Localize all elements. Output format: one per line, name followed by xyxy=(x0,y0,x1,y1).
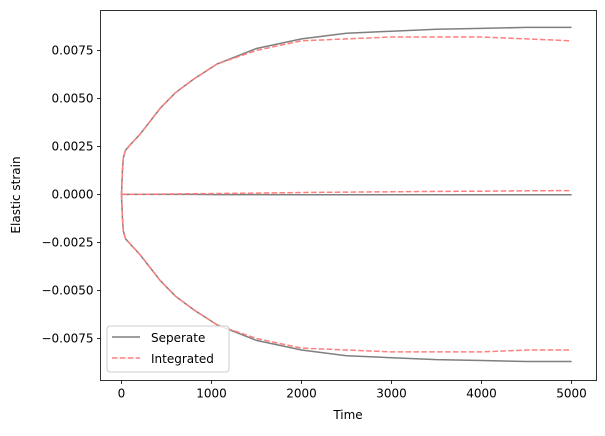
x-tick-label: 0 xyxy=(118,387,126,401)
x-tick-label: 3000 xyxy=(376,387,407,401)
legend: Seperate Integrated xyxy=(107,326,229,372)
y-tick-label: 0.0025 xyxy=(52,139,94,153)
y-tick-label: 0.0075 xyxy=(52,43,94,57)
x-axis-label: Time xyxy=(332,408,362,422)
y-tick-label: 0.0000 xyxy=(52,187,94,201)
x-tick-label: 5000 xyxy=(556,387,587,401)
y-axis-label: Elastic strain xyxy=(9,156,23,233)
x-tick-label: 1000 xyxy=(196,387,227,401)
legend-label-integrated: Integrated xyxy=(151,352,214,366)
legend-label-seperate: Seperate xyxy=(151,331,205,345)
x-tick-label: 2000 xyxy=(286,387,317,401)
y-tick-label: −0.0075 xyxy=(41,331,93,345)
x-tick-label: 4000 xyxy=(466,387,497,401)
y-tick-label: −0.0025 xyxy=(41,235,93,249)
y-tick-label: 0.0050 xyxy=(52,91,94,105)
y-tick-label: −0.0050 xyxy=(41,283,93,297)
